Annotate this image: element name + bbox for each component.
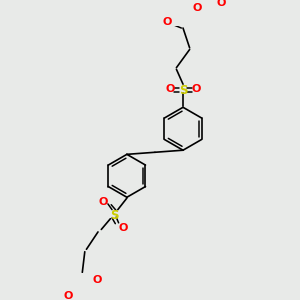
Text: O: O	[165, 84, 175, 94]
Text: O: O	[191, 84, 201, 94]
Text: O: O	[118, 223, 128, 233]
Text: S: S	[110, 209, 119, 222]
Text: O: O	[64, 292, 73, 300]
Text: O: O	[163, 17, 172, 27]
Text: O: O	[192, 3, 202, 14]
Text: S: S	[179, 84, 187, 97]
Text: O: O	[216, 0, 225, 8]
Text: O: O	[92, 275, 102, 285]
Text: O: O	[98, 196, 108, 207]
